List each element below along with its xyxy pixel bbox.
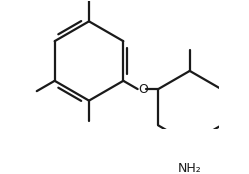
Text: NH₂: NH₂ — [178, 162, 202, 174]
Text: O: O — [138, 83, 148, 96]
